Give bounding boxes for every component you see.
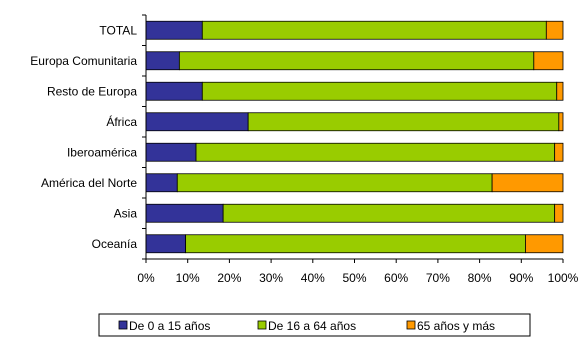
bar-segment: [145, 20, 203, 40]
category-label: Iberoamérica: [67, 145, 137, 159]
bar-segment: [554, 203, 564, 223]
bar-segment: [195, 142, 556, 162]
category-label: TOTAL: [99, 23, 137, 37]
bar-segment: [145, 234, 187, 254]
x-tick-label: 90%: [509, 271, 533, 285]
bar-segment: [178, 51, 535, 71]
x-tick-label: 80%: [468, 271, 492, 285]
category-label: América del Norte: [41, 176, 137, 190]
category-label: Oceanía: [92, 237, 138, 251]
x-tick-label: 10%: [176, 271, 200, 285]
bar-segment: [145, 81, 203, 101]
bar-segment: [201, 20, 547, 40]
legend-label: 65 años y más: [417, 319, 495, 333]
bar-segment: [201, 81, 558, 101]
x-tick-label: 70%: [426, 271, 450, 285]
legend: De 0 a 15 años De 16 a 64 años 65 años y m…: [98, 313, 531, 337]
bar-segment: [145, 142, 197, 162]
legend-swatch: [257, 320, 267, 330]
x-tick-label: 60%: [384, 271, 408, 285]
bar-segment: [145, 203, 224, 223]
bar-segment: [558, 112, 564, 132]
x-tick-label: 30%: [259, 271, 283, 285]
bar-segment: [554, 142, 564, 162]
bar-segment: [525, 234, 564, 254]
legend-box: [98, 313, 531, 337]
x-tick-label: 0%: [137, 271, 155, 285]
bar-segment: [222, 203, 556, 223]
legend-label: De 0 a 15 años: [129, 319, 210, 333]
bar-segment: [247, 112, 560, 132]
bar-segment: [145, 173, 178, 193]
x-tick-label: 20%: [217, 271, 241, 285]
legend-swatch: [406, 320, 416, 330]
category-label: Resto de Europa: [47, 84, 137, 98]
category-label: Europa Comunitaria: [30, 54, 137, 68]
legend-swatch: [118, 320, 128, 330]
category-label: Asia: [114, 206, 138, 220]
bar-segment: [185, 234, 526, 254]
bar-segment: [491, 173, 564, 193]
plot-area: TOTAL Europa Comunitaria Resto de Europa Áf…: [30, 14, 579, 285]
bar-segment: [533, 51, 564, 71]
x-tick-label: 100%: [548, 271, 579, 285]
bar-segment: [556, 81, 564, 101]
x-tick-label: 50%: [342, 271, 366, 285]
bar-segment: [145, 112, 249, 132]
bar-segment: [176, 173, 493, 193]
bar-segment: [545, 20, 564, 40]
x-tick-label: 40%: [301, 271, 325, 285]
bar-segment: [145, 51, 180, 71]
legend-label: De 16 a 64 años: [268, 319, 356, 333]
category-label: África: [106, 114, 137, 129]
